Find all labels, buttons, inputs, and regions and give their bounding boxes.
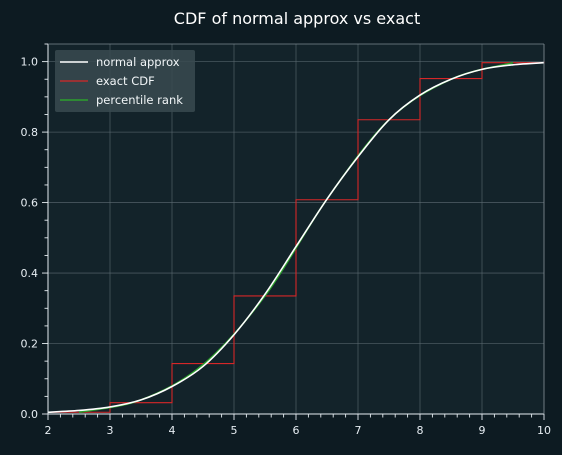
x-tick-label-2: 4 <box>169 424 176 437</box>
legend-box <box>55 50 195 112</box>
y-tick-label-2: 0.4 <box>21 267 39 280</box>
y-tick-label-4: 0.8 <box>21 126 39 139</box>
y-tick-label-1: 0.2 <box>21 338 39 351</box>
legend-label-percentile-rank: percentile rank <box>96 93 183 107</box>
legend-label-normal-approx: normal approx <box>96 55 180 69</box>
series-lines <box>47 61 545 414</box>
x-tick-label-6: 8 <box>417 424 424 437</box>
y-tick-label-5: 1.0 <box>21 56 39 69</box>
legend-label-exact-cdf: exact CDF <box>96 74 155 88</box>
chart-title: CDF of normal approx vs exact <box>174 9 420 28</box>
legend: normal approx exact CDF percentile rank <box>55 50 195 112</box>
x-tick-label-7: 9 <box>479 424 486 437</box>
x-tick-label-8: 10 <box>537 424 551 437</box>
series-exact-cdf <box>48 61 545 413</box>
x-tick-label-5: 7 <box>355 424 362 437</box>
x-tick-label-1: 3 <box>107 424 114 437</box>
x-tick-label-4: 6 <box>293 424 300 437</box>
y-tick-label-0: 0.0 <box>21 408 39 421</box>
axes: 2 3 4 5 6 7 8 9 10 0.0 0.2 0.4 0.6 0.8 1.0 <box>21 43 551 437</box>
y-tick-label-3: 0.6 <box>21 197 39 210</box>
series-normal-approx <box>47 61 545 414</box>
x-tick-label-0: 2 <box>45 424 52 437</box>
x-tick-label-3: 5 <box>231 424 238 437</box>
